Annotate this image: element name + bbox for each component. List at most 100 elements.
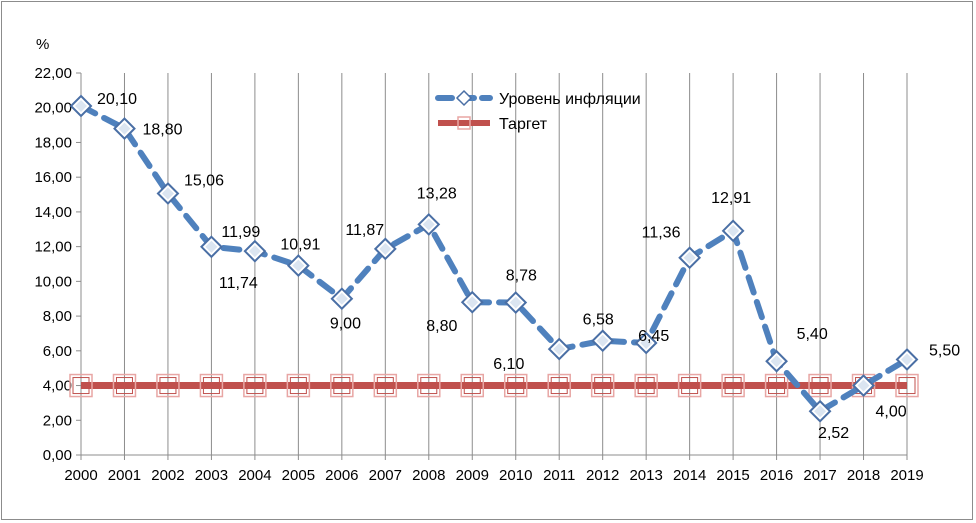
data-label-2014: 11,36 [642, 225, 681, 242]
data-label-2005: 10,91 [280, 237, 320, 254]
target-marker [721, 373, 745, 398]
inflation-marker-fill [335, 292, 348, 305]
target-marker-inner [681, 377, 699, 395]
inflation-series [69, 94, 919, 423]
x-tick-label: 2013 [629, 467, 662, 484]
target-marker [503, 373, 528, 398]
target-marker [330, 373, 354, 398]
target-marker [156, 373, 180, 398]
data-label-2018: 4,00 [876, 404, 907, 421]
data-label-2010: 8,78 [506, 268, 537, 285]
data-label-2016: 5,40 [797, 326, 828, 343]
x-tick-labels: 2000 2001 2002 2003 2004 2005 2006 2007 2008 2009… [64, 467, 923, 484]
target-marker-inner [289, 377, 307, 395]
target-marker-inner [333, 377, 351, 395]
data-label-2015: 12,91 [711, 190, 751, 207]
x-tick-label: 2015 [716, 467, 749, 484]
target-marker-inner [594, 377, 612, 395]
inflation-marker-fill [640, 337, 653, 350]
target-marker [243, 373, 267, 398]
inflation-marker-fill [770, 355, 783, 368]
target-marker-inner [202, 377, 220, 395]
target-marker [634, 373, 658, 398]
x-tick-label: 2019 [890, 467, 923, 484]
x-tick-label: 2007 [369, 467, 402, 484]
x-tick-label: 2008 [412, 467, 445, 484]
data-label-2011: 6,10 [493, 356, 524, 373]
data-label-2012: 6,58 [583, 312, 614, 329]
data-label-2013: 6,45 [638, 328, 669, 345]
y-tick-label: 10,00 [34, 273, 72, 290]
legend-label-target: Таргет [499, 116, 548, 133]
target-marker-inner [898, 377, 916, 395]
target-marker-inner [420, 377, 438, 395]
y-tick-label: 22,00 [34, 65, 72, 82]
data-labels: 20,10 18,80 15,06 11,99 11,74 10,91 9,00 11,87 1… [97, 91, 960, 442]
inflation-marker-fill [901, 353, 913, 366]
x-tick-label: 2011 [543, 467, 575, 484]
target-marker [69, 373, 93, 398]
legend-label-inflation: Уровень инфляции [499, 91, 641, 108]
data-label-2003: 11,99 [221, 224, 260, 241]
target-marker [199, 373, 224, 398]
target-marker-inner [768, 377, 786, 395]
inflation-marker-fill [161, 187, 174, 200]
y-tick-label: 12,00 [34, 239, 72, 256]
y-tick-label: 2,00 [43, 412, 72, 429]
inflation-line [78, 102, 910, 415]
inflation-marker-fill [857, 379, 870, 392]
x-tick-label: 2014 [673, 467, 706, 484]
target-marker [547, 373, 571, 398]
inflation-marker-fill [292, 259, 305, 272]
data-label-2001: 18,80 [142, 122, 182, 139]
x-tick-label: 2004 [238, 467, 271, 484]
y-tick-label: 16,00 [34, 169, 72, 186]
x-tick-label: 2003 [195, 467, 228, 484]
target-marker [460, 373, 485, 398]
target-marker-inner [507, 377, 525, 395]
inflation-marker-fill [118, 122, 131, 135]
target-marker-inner [72, 377, 90, 395]
target-marker [373, 373, 398, 398]
target-marker-inner [811, 377, 829, 395]
inflation-marker-fill [422, 218, 435, 231]
x-tick-label: 2005 [282, 467, 315, 484]
inflation-marker-fill [466, 296, 479, 309]
y-tick-label: 8,00 [43, 308, 72, 325]
target-marker-inner [115, 377, 133, 395]
y-tick-label: 20,00 [34, 100, 72, 117]
inflation-marker-fill [727, 224, 740, 237]
inflation-marker-fill [683, 251, 696, 264]
data-label-2009: 8,80 [426, 318, 457, 335]
x-tick-label: 2009 [456, 467, 489, 484]
data-label-2007: 11,87 [345, 222, 384, 239]
inflation-marker-fill [379, 242, 392, 255]
inflation-marker-fill [75, 99, 87, 112]
x-tick-label: 2006 [325, 467, 358, 484]
y-axis-unit-label: % [36, 36, 49, 53]
target-marker-inner [550, 377, 568, 395]
y-tick-label: 6,00 [43, 343, 72, 360]
target-marker [764, 373, 789, 398]
x-tick-label: 2001 [108, 467, 141, 484]
target-marker-inner [637, 377, 655, 395]
data-label-2000: 20,10 [97, 91, 137, 108]
data-label-2008: 13,28 [417, 185, 457, 202]
target-marker-inner [724, 377, 742, 395]
x-tick-label: 2000 [64, 467, 97, 484]
target-marker [112, 373, 137, 398]
target-marker-inner [376, 377, 394, 395]
x-tick-label: 2002 [151, 467, 184, 484]
y-tick-label: 0,00 [43, 447, 72, 464]
target-marker [677, 373, 702, 398]
inflation-marker-fill [814, 405, 827, 418]
x-tick-label: 2010 [499, 467, 532, 484]
y-tick-label: 14,00 [34, 204, 72, 221]
inflation-marker-fill [248, 245, 261, 258]
legend-swatch-target-marker [457, 116, 471, 130]
target-marker-inner [463, 377, 481, 395]
target-marker [590, 373, 615, 398]
x-tick-label: 2018 [847, 467, 880, 484]
x-tick-label: 2016 [760, 467, 793, 484]
